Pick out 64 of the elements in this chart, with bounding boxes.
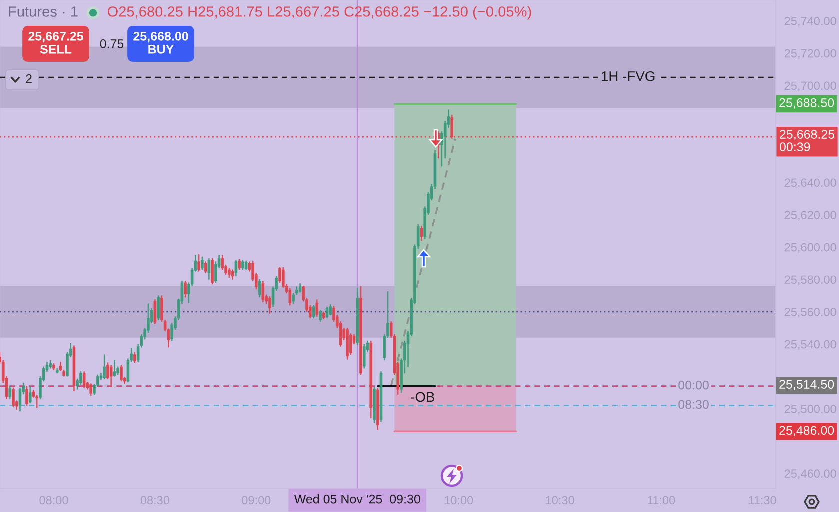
candlestick (362, 344, 366, 369)
candlestick (298, 284, 302, 293)
text: 25,486.00 (780, 426, 834, 437)
annotation: 0.75 (100, 40, 124, 48)
candlestick (346, 328, 349, 360)
candlestick (312, 305, 316, 319)
candlestick (26, 386, 28, 406)
candlestick (380, 372, 383, 422)
candlestick (154, 300, 157, 324)
annotation: 25,667.25 SELL (28, 32, 84, 54)
candlestick (234, 260, 238, 277)
candlestick (28, 386, 32, 404)
annotation: 00:00 (678, 380, 709, 390)
candlestick (242, 260, 244, 270)
series-label: -OB (411, 392, 434, 402)
candlestick (120, 365, 123, 382)
candlestick (231, 270, 234, 280)
candlestick (12, 388, 15, 408)
candlestick (208, 258, 211, 280)
candlestick (238, 259, 241, 270)
candlestick (52, 364, 56, 370)
candlestick (356, 288, 360, 346)
candlestick (288, 288, 292, 306)
candlestick (90, 384, 92, 396)
candlestick (244, 260, 248, 270)
candlestick (113, 360, 116, 377)
text: 25,514.50 (780, 380, 834, 390)
candlestick (322, 312, 326, 320)
ref-line-label: 25,668.25 00:39 (780, 130, 835, 152)
candlestick (228, 268, 231, 278)
candlestick (319, 310, 322, 322)
candlestick (329, 304, 332, 316)
candlestick (56, 368, 59, 374)
annotation: 25,668.00 BUY (134, 32, 188, 54)
band-label: 1H -FVG (602, 71, 655, 82)
candlestick (184, 281, 187, 298)
candlestick (103, 354, 106, 380)
candlestick (262, 281, 265, 302)
candlestick (370, 340, 373, 418)
candlestick (268, 296, 272, 314)
candlestick (134, 352, 136, 364)
candlestick (360, 286, 362, 376)
candlestick (211, 258, 214, 285)
candlestick (201, 256, 204, 270)
candlestick (373, 386, 376, 424)
candlestick (82, 372, 86, 388)
annotation: 08:30 (678, 400, 709, 410)
candlestick (326, 306, 329, 319)
candlestick (72, 346, 76, 392)
candlestick (420, 226, 424, 242)
candlestick (8, 386, 12, 400)
candlestick (198, 254, 200, 272)
chart-title: Futures · 1 (9, 6, 78, 17)
candlestick (49, 360, 52, 369)
annotation: 2 (26, 74, 32, 84)
chart-subtitle: O25,680.25 H25,681.75 L25,667.25 C25,668.25 −12.50 (−0.05%) (108, 6, 532, 20)
candlestick (204, 262, 208, 274)
candlestick (376, 388, 380, 430)
candlestick (157, 296, 160, 320)
candlestick (110, 365, 113, 388)
candlestick (258, 279, 262, 298)
candlestick (316, 300, 319, 318)
text: 25,688.50 (780, 98, 834, 109)
ref-line-label: Wed 05 Nov '25 09:30 (294, 494, 420, 504)
